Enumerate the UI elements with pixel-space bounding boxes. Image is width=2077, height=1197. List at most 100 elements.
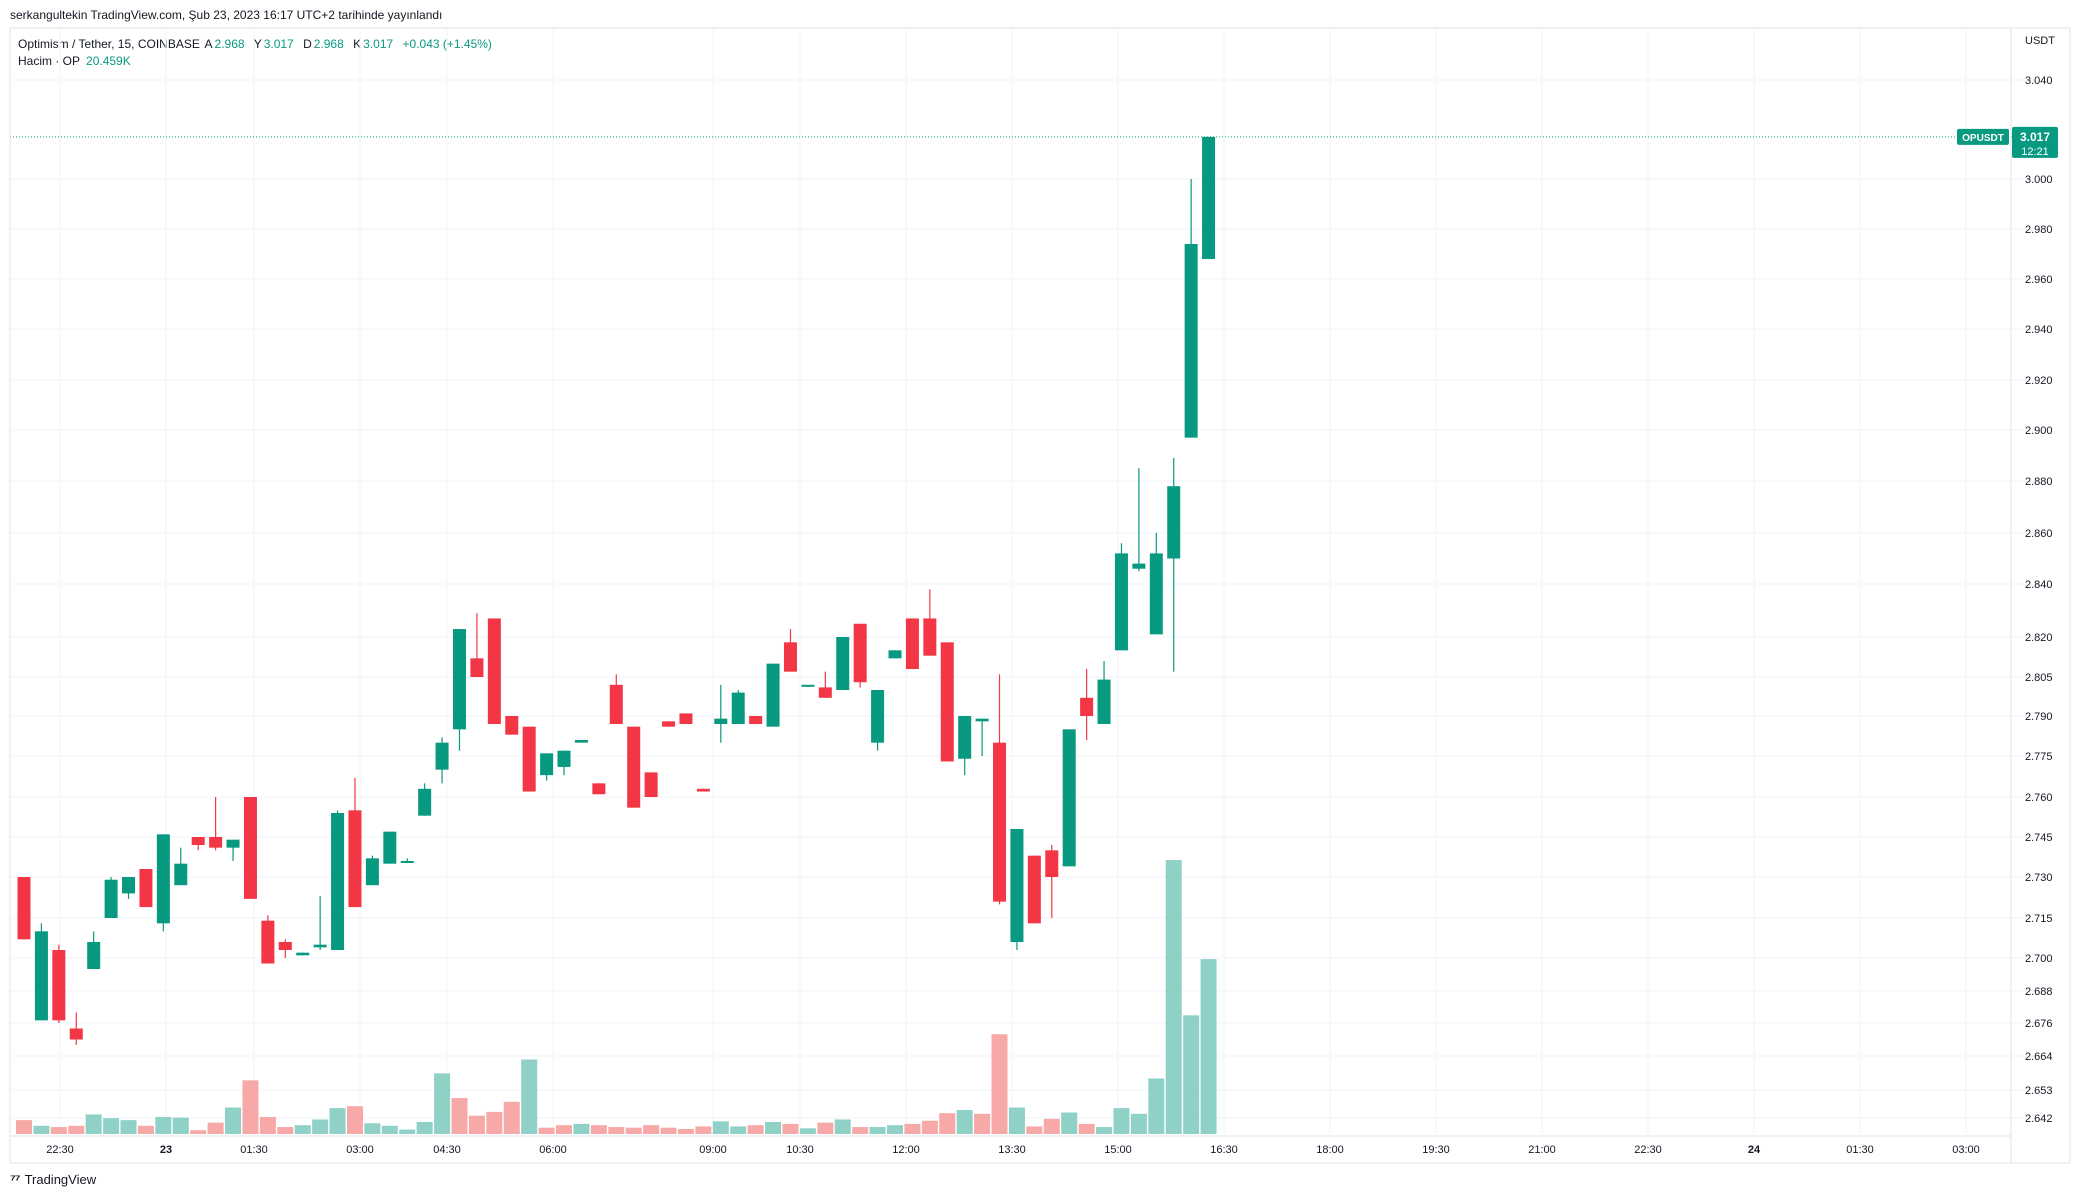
candle-body <box>1149 553 1163 635</box>
tradingview-brand[interactable]: ⁷⁷ TradingView <box>10 1171 96 1187</box>
time-tick-label: 22:30 <box>1634 1144 1662 1156</box>
candle-body <box>592 783 606 795</box>
volume-bar <box>677 1128 694 1134</box>
candle-body <box>1184 244 1198 438</box>
candle-body <box>1045 850 1059 877</box>
volume-bar <box>503 1101 520 1134</box>
candle-body <box>418 788 432 816</box>
volume-bar <box>120 1120 137 1134</box>
candle-body <box>296 952 310 956</box>
candle-body <box>191 837 205 845</box>
price-axis: USDT 3.040 3.000 2.980 2.960 2.940 2.920 2.900 2… <box>2025 35 2055 1125</box>
candle-body <box>662 721 676 727</box>
volume-bar <box>921 1120 938 1134</box>
candle-body <box>69 1028 83 1040</box>
candle-body <box>261 920 275 964</box>
time-tick-label: 23 <box>160 1144 172 1156</box>
price-tick-label: 2.642 <box>2025 1113 2053 1125</box>
volume-bar <box>1008 1107 1025 1134</box>
candle-body <box>1097 679 1111 724</box>
candle-body <box>1202 136 1216 259</box>
price-tick-label: 2.790 <box>2025 711 2053 723</box>
candle-body <box>348 810 362 908</box>
volume-bar <box>172 1117 189 1134</box>
volume-bar <box>381 1125 398 1134</box>
volume-bar <box>625 1127 642 1134</box>
price-tick-label: 3.000 <box>2025 174 2053 186</box>
volume-bar <box>608 1127 625 1134</box>
volume-bar <box>1200 959 1217 1134</box>
candle-body <box>52 950 66 1021</box>
volume-bar <box>346 1106 363 1134</box>
volume-bar <box>137 1125 154 1134</box>
legend-close: 3.017 <box>363 37 394 51</box>
price-tick-label: 2.980 <box>2025 224 2053 236</box>
volume-bar <box>660 1127 677 1134</box>
volume-bar <box>312 1119 329 1134</box>
legend-open-label: A <box>204 37 213 51</box>
candle-body <box>522 726 536 792</box>
candle-body <box>644 772 658 797</box>
price-tick-label: 2.860 <box>2025 528 2053 540</box>
legend-volume-label: Hacim · OP <box>18 54 81 68</box>
price-tick-label: 2.940 <box>2025 324 2053 336</box>
legend-volume-row[interactable]: Hacim · OP 20.459K <box>18 53 498 70</box>
legend-high-label: Y <box>253 37 262 51</box>
time-tick-label: 13:30 <box>998 1144 1026 1156</box>
price-tick-label: 3.040 <box>2025 75 2053 87</box>
volume-bar <box>259 1116 276 1134</box>
time-tick-label: 16:30 <box>1210 1144 1238 1156</box>
candle-body <box>1027 855 1041 924</box>
volume-bar <box>16 1120 32 1134</box>
time-tick-label: 09:00 <box>699 1144 727 1156</box>
volume-bar <box>329 1108 346 1134</box>
volume-bar <box>521 1059 538 1134</box>
volume-bar <box>364 1123 381 1134</box>
legend-open: 2.968 <box>214 37 245 51</box>
legend-ohlc-row[interactable]: Optimism / Tether, 15, COINBASE A 2.968 Y… <box>18 36 498 53</box>
candle-body <box>243 797 257 899</box>
price-tick-label: 2.920 <box>2025 375 2053 387</box>
currency-label: USDT <box>2025 35 2055 47</box>
candle-body <box>975 718 989 722</box>
candle-body <box>557 750 571 767</box>
candle-body <box>888 650 902 659</box>
candle-body <box>331 813 345 950</box>
time-tick-label: 12:00 <box>892 1144 920 1156</box>
volume-bar <box>974 1113 991 1134</box>
volume-bar <box>1113 1108 1130 1134</box>
legend-volume-value: 20.459K <box>86 54 131 68</box>
price-tick-label: 2.820 <box>2025 632 2053 644</box>
volume-bar <box>85 1114 102 1134</box>
candle-body <box>905 618 919 669</box>
candle-body <box>209 837 223 848</box>
candle-body <box>749 716 763 724</box>
candle-body <box>487 618 501 724</box>
volume-bar <box>1096 1127 1113 1134</box>
candle-body <box>679 713 693 724</box>
candle-body <box>766 663 780 727</box>
symbol-tag-text: OPUSDT <box>1962 133 2004 144</box>
candle-body <box>801 684 815 687</box>
candle-body <box>958 716 972 759</box>
candle-body <box>122 877 136 894</box>
volume-bar <box>712 1121 729 1134</box>
volume-bar <box>991 1034 1008 1134</box>
volume-bar <box>468 1115 485 1134</box>
volume-bar <box>904 1123 921 1134</box>
volume-bar <box>1183 1015 1200 1134</box>
volume-bar <box>1026 1126 1043 1134</box>
candle-body <box>1062 729 1076 867</box>
volume-bar <box>765 1122 782 1134</box>
volume-bar <box>33 1125 50 1134</box>
volume-bar <box>852 1127 869 1134</box>
candle-body <box>365 858 379 886</box>
candle-body <box>400 861 414 863</box>
price-tick-label: 2.805 <box>2025 672 2053 684</box>
volume-bar <box>277 1127 294 1134</box>
candle-body <box>34 931 48 1021</box>
candle-body <box>609 684 623 724</box>
time-tick-label: 22:30 <box>46 1144 74 1156</box>
time-tick-label: 10:30 <box>786 1144 814 1156</box>
